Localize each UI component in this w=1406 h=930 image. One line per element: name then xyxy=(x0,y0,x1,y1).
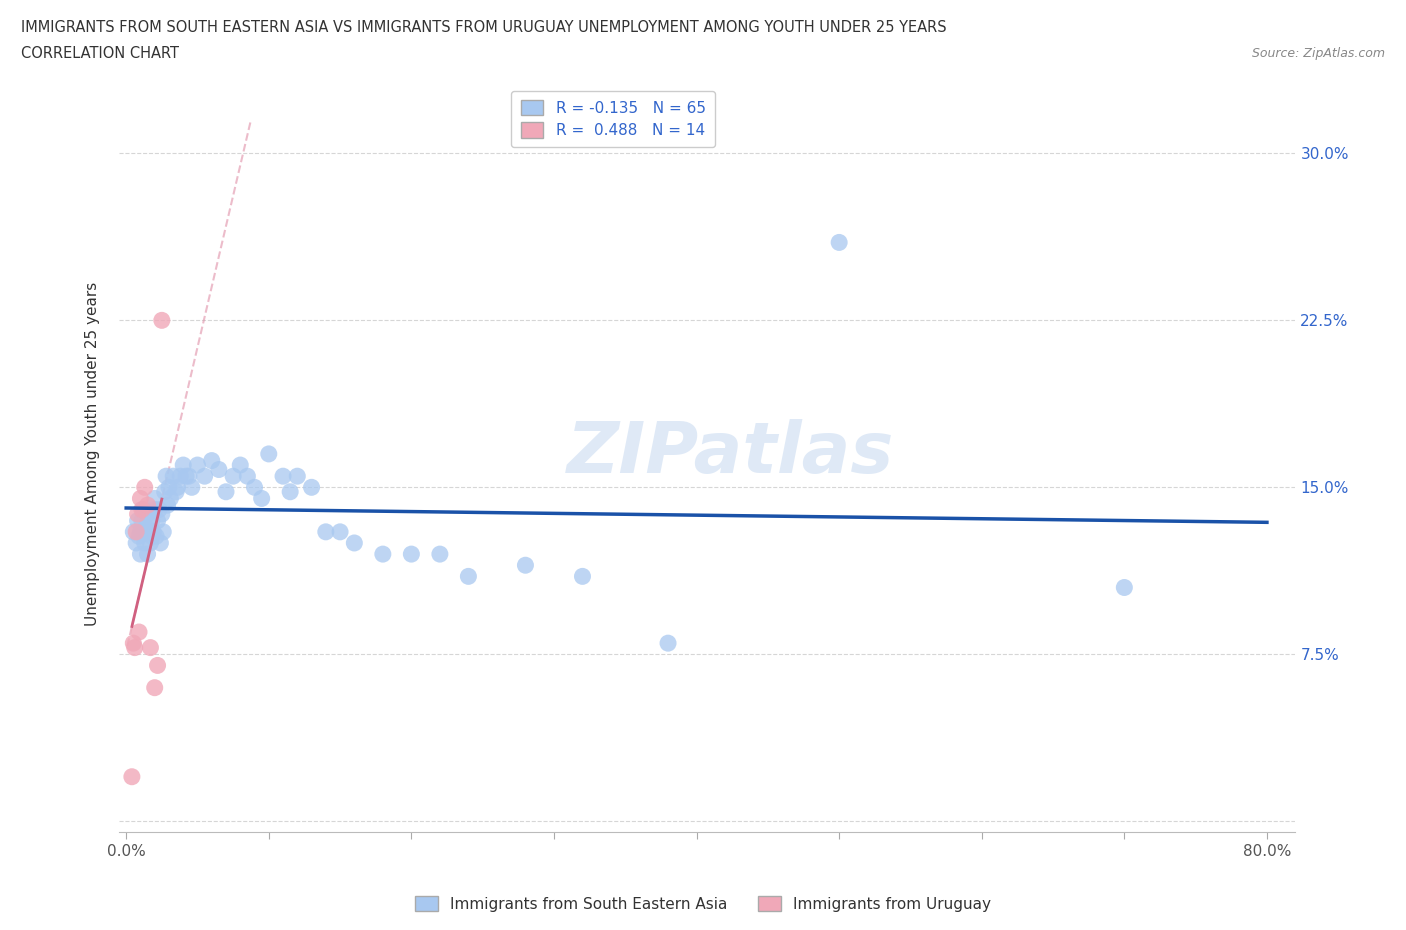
Point xyxy=(125,525,148,539)
Point xyxy=(122,525,145,539)
Point xyxy=(186,458,208,472)
Point xyxy=(128,529,150,544)
Point xyxy=(828,235,851,250)
Point xyxy=(229,458,252,472)
Point xyxy=(571,569,593,584)
Point xyxy=(124,640,146,655)
Point xyxy=(278,485,301,499)
Point xyxy=(135,520,157,535)
Point xyxy=(315,525,337,539)
Point xyxy=(122,636,145,651)
Point xyxy=(132,502,155,517)
Text: Source: ZipAtlas.com: Source: ZipAtlas.com xyxy=(1251,46,1385,60)
Point xyxy=(371,547,394,562)
Point xyxy=(169,469,191,484)
Point xyxy=(301,480,323,495)
Point xyxy=(150,312,173,327)
Point xyxy=(180,480,202,495)
Point xyxy=(243,480,266,495)
Point xyxy=(155,469,177,484)
Point xyxy=(166,480,188,495)
Point xyxy=(142,525,165,539)
Point xyxy=(131,513,153,528)
Point xyxy=(208,462,231,477)
Point xyxy=(150,507,173,522)
Point xyxy=(127,507,149,522)
Point xyxy=(129,547,152,562)
Point xyxy=(136,547,159,562)
Point xyxy=(215,485,238,499)
Point xyxy=(329,525,352,539)
Point xyxy=(657,636,679,651)
Point xyxy=(136,498,159,512)
Point xyxy=(141,529,163,544)
Point xyxy=(172,458,194,472)
Point xyxy=(139,536,162,551)
Point xyxy=(429,547,451,562)
Point xyxy=(141,513,163,528)
Point xyxy=(165,485,187,499)
Point xyxy=(127,513,149,528)
Legend: Immigrants from South Eastern Asia, Immigrants from Uruguay: Immigrants from South Eastern Asia, Immi… xyxy=(409,889,997,918)
Point xyxy=(152,525,174,539)
Point xyxy=(285,469,308,484)
Text: ZIPatlas: ZIPatlas xyxy=(567,419,894,488)
Point xyxy=(146,658,169,673)
Point xyxy=(121,769,143,784)
Point xyxy=(129,491,152,506)
Point xyxy=(457,569,479,584)
Point xyxy=(257,446,280,461)
Point xyxy=(149,536,172,551)
Text: IMMIGRANTS FROM SOUTH EASTERN ASIA VS IMMIGRANTS FROM URUGUAY UNEMPLOYMENT AMONG: IMMIGRANTS FROM SOUTH EASTERN ASIA VS IM… xyxy=(21,20,946,35)
Point xyxy=(177,469,200,484)
Point xyxy=(136,507,159,522)
Point xyxy=(159,491,181,506)
Point xyxy=(515,558,537,573)
Point xyxy=(153,485,176,499)
Point xyxy=(157,480,180,495)
Point xyxy=(139,640,162,655)
Legend: R = -0.135   N = 65, R =  0.488   N = 14: R = -0.135 N = 65, R = 0.488 N = 14 xyxy=(512,90,714,147)
Point xyxy=(343,536,366,551)
Y-axis label: Unemployment Among Youth under 25 years: Unemployment Among Youth under 25 years xyxy=(86,282,100,626)
Point xyxy=(129,525,152,539)
Point xyxy=(145,529,167,544)
Point xyxy=(236,469,259,484)
Point xyxy=(222,469,245,484)
Point xyxy=(143,491,166,506)
Point xyxy=(162,469,184,484)
Point xyxy=(1114,580,1136,595)
Point xyxy=(174,469,197,484)
Point xyxy=(156,498,179,512)
Text: CORRELATION CHART: CORRELATION CHART xyxy=(21,46,179,61)
Point xyxy=(148,502,170,517)
Point xyxy=(201,453,224,468)
Point xyxy=(128,625,150,640)
Point xyxy=(143,502,166,517)
Point xyxy=(194,469,217,484)
Point xyxy=(131,502,153,517)
Point xyxy=(138,525,160,539)
Point xyxy=(250,491,273,506)
Point xyxy=(146,513,169,528)
Point xyxy=(401,547,423,562)
Point xyxy=(134,536,156,551)
Point xyxy=(143,680,166,695)
Point xyxy=(125,536,148,551)
Point xyxy=(271,469,294,484)
Point xyxy=(134,480,156,495)
